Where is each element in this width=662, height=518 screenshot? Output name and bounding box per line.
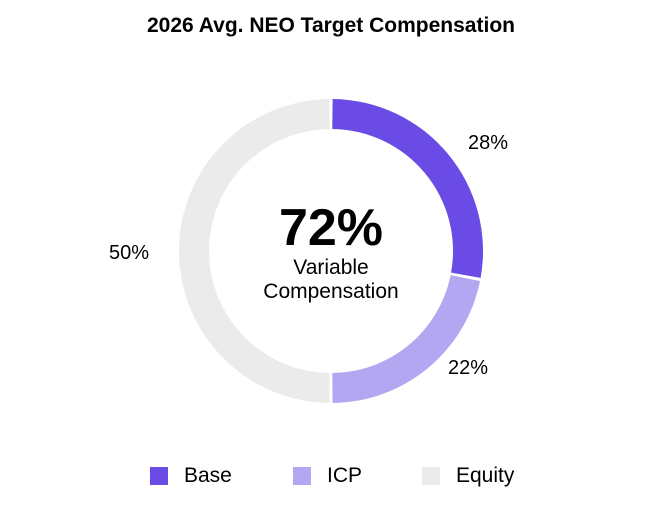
legend-item-equity: Equity bbox=[422, 462, 514, 490]
slice-label-equity: 50% bbox=[109, 242, 150, 264]
center-caption: Variable Compensation bbox=[263, 256, 399, 303]
legend-label-base: Base bbox=[184, 464, 232, 487]
legend: Base ICP Equity bbox=[0, 462, 662, 490]
donut-slice-base bbox=[332, 99, 483, 278]
legend-swatch-equity bbox=[422, 467, 440, 485]
legend-swatch-icp bbox=[293, 467, 311, 485]
center-value: 72% bbox=[278, 199, 384, 257]
slice-label-icp: 22% bbox=[448, 357, 489, 379]
donut-slice-icp bbox=[332, 275, 481, 403]
legend-label-equity: Equity bbox=[456, 464, 515, 487]
chart-title: 2026 Avg. NEO Target Compensation bbox=[147, 14, 515, 37]
legend-label-icp: ICP bbox=[327, 464, 363, 487]
donut-slice-equity bbox=[178, 99, 330, 403]
legend-item-base: Base bbox=[150, 462, 232, 490]
legend-item-icp: ICP bbox=[293, 462, 362, 490]
slice-label-base: 28% bbox=[468, 132, 509, 154]
legend-swatch-base bbox=[150, 467, 168, 485]
